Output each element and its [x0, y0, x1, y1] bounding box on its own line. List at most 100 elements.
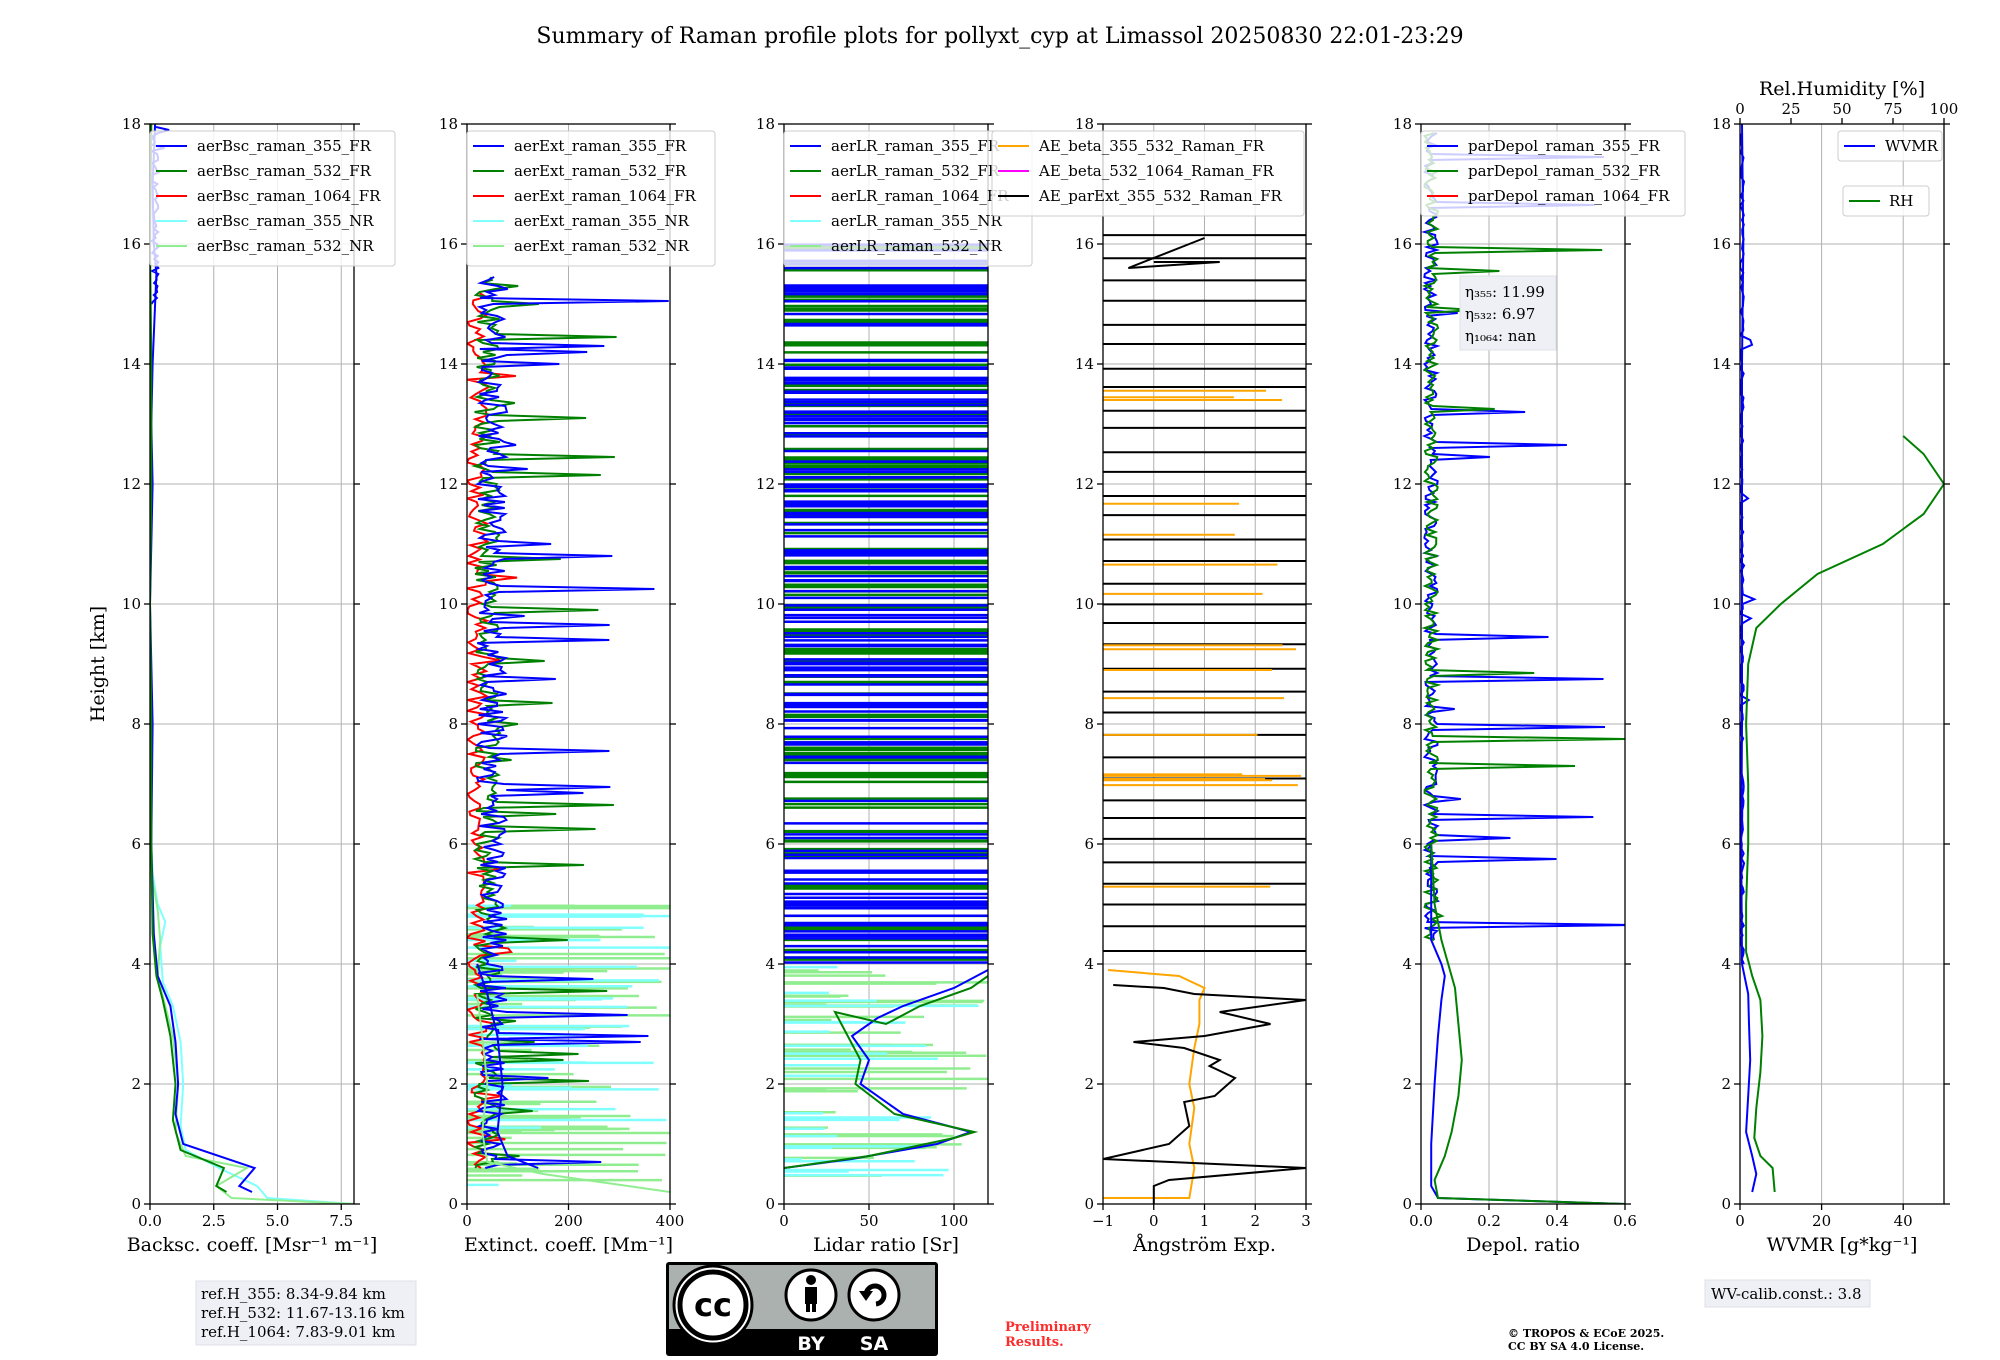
xtick-label: 200 — [554, 1212, 583, 1230]
ytick-label: 6 — [765, 835, 775, 853]
yaxis-label: Height [km] — [87, 606, 109, 722]
legend-label: AE_beta_355_532_Raman_FR — [1038, 137, 1265, 155]
xtick-label: 0.0 — [138, 1212, 162, 1230]
ytick-label: 8 — [1402, 715, 1412, 733]
plot-area — [1103, 234, 1306, 1204]
dep-532-upper-trace — [1421, 132, 1625, 941]
ytick-label: 12 — [756, 475, 775, 493]
xtick-label: −1 — [1092, 1212, 1114, 1230]
ytick-label: 12 — [1393, 475, 1412, 493]
legend-depolarization: parDepol_raman_355_FR parDepol_raman_532_… — [1420, 130, 1686, 217]
ytick-label: 6 — [131, 835, 141, 853]
top-xtick-label: 75 — [1883, 100, 1902, 118]
ytick-label: 0 — [1084, 1195, 1094, 1213]
series-AE_parExt_355_532_Raman_FR — [1103, 984, 1306, 1204]
legend-label: aerLR_raman_532_FR — [831, 162, 1000, 180]
cc-logo-text: cc — [694, 1286, 732, 1324]
ytick-label: 10 — [1393, 595, 1412, 613]
ytick-label: 0 — [1721, 1195, 1731, 1213]
ytick-label: 4 — [765, 955, 775, 973]
cc-by-sa-badge: cc BY SA — [666, 1262, 938, 1356]
ytick-label: 0 — [448, 1195, 458, 1213]
copyright-line-2: CC BY SA 4.0 License. — [1508, 1340, 1644, 1353]
ytick-label: 8 — [448, 715, 458, 733]
ytick-label: 14 — [122, 355, 141, 373]
plot-area — [1740, 124, 1944, 1193]
ytick-label: 4 — [1402, 955, 1412, 973]
ytick-label: 8 — [1721, 715, 1731, 733]
ytick-label: 6 — [1402, 835, 1412, 853]
legend-extinction: aerExt_raman_355_FR aerExt_raman_532_FRae… — [466, 130, 716, 267]
eta-value: η₅₃₂: 6.97 — [1465, 305, 1535, 323]
ytick-label: 10 — [1075, 595, 1094, 613]
ytick-label: 0 — [131, 1195, 141, 1213]
eta-value: η₃₅₅: 11.99 — [1465, 283, 1545, 301]
series-aerBsc_raman_355_FR — [150, 124, 257, 1193]
eta-value: η₁₀₆₄: nan — [1465, 327, 1536, 345]
panel-depolarization: 0 2 4 6 8 10 12 14 16 18 0.0 0.2 0.4 0.6 Depol. ratio p… — [1393, 115, 1686, 1256]
ytick-label: 14 — [1393, 355, 1412, 373]
xtick-label: 0 — [1735, 1212, 1745, 1230]
legend-rh: RH — [1842, 185, 1930, 217]
legend-box — [466, 130, 716, 267]
wv-calib-text: WV-calib.const.: 3.8 — [1711, 1285, 1862, 1303]
ytick-label: 16 — [439, 235, 458, 253]
ytick-label: 0 — [1402, 1195, 1412, 1213]
xtick-label: 0.4 — [1545, 1212, 1569, 1230]
xtick-label: 400 — [656, 1212, 685, 1230]
plot-area — [150, 124, 354, 1204]
legend-box — [991, 130, 1305, 217]
xaxis-label: Extinct. coeff. [Mm⁻¹] — [464, 1234, 673, 1256]
ext-532-nr-lowlayer — [476, 993, 670, 1193]
plot-area — [784, 243, 988, 1177]
legend-box — [1842, 185, 1930, 217]
xtick-label: 0.2 — [1477, 1212, 1501, 1230]
wv-calib-box: WV-calib.const.: 3.8 — [1704, 1279, 1871, 1308]
xtick-label: 7.5 — [329, 1212, 353, 1230]
ytick-label: 2 — [448, 1075, 458, 1093]
lr-532-fr-profile — [784, 975, 988, 1169]
xtick-label: 100 — [940, 1212, 969, 1230]
annotation-box — [1459, 275, 1557, 351]
legend-label: aerBsc_raman_532_FR — [197, 162, 372, 180]
preliminary-label-2: Results. — [1005, 1335, 1064, 1350]
ytick-label: 4 — [1084, 955, 1094, 973]
by-label: BY — [797, 1333, 824, 1355]
series-aerBsc_raman_532_FR — [150, 124, 228, 1193]
legend-label: AE_parExt_355_532_Raman_FR — [1038, 187, 1283, 205]
copyright-line-1: © TROPOS & ECoE 2025. — [1508, 1327, 1664, 1340]
panel-extinction: 0 2 4 6 8 10 12 14 16 18 0 200 400 Extinct. coeff. [M… — [439, 115, 716, 1256]
ytick-label: 2 — [1721, 1075, 1731, 1093]
xaxis-label: Lidar ratio [Sr] — [813, 1234, 959, 1256]
ytick-label: 6 — [448, 835, 458, 853]
ytick-label: 18 — [1393, 115, 1412, 133]
xtick-label: 0 — [1149, 1212, 1159, 1230]
top-xtick-label: 25 — [1781, 100, 1800, 118]
ytick-label: 14 — [1075, 355, 1094, 373]
ref-height-532: ref.H_532: 11.67-13.16 km — [201, 1304, 405, 1322]
top-xtick-label: 100 — [1930, 100, 1959, 118]
ytick-label: 18 — [1712, 115, 1731, 133]
ytick-label: 12 — [122, 475, 141, 493]
ytick-label: 8 — [765, 715, 775, 733]
ytick-label: 6 — [1084, 835, 1094, 853]
legend-box — [1837, 130, 1943, 162]
series-parDepol_raman_532_FR — [1430, 843, 1625, 1204]
xtick-label: 0 — [779, 1212, 789, 1230]
ytick-label: 8 — [131, 715, 141, 733]
ytick-label: 2 — [1084, 1075, 1094, 1093]
ytick-label: 6 — [1721, 835, 1731, 853]
ytick-label: 16 — [756, 235, 775, 253]
ytick-label: 14 — [439, 355, 458, 373]
ae-parext-upper — [1128, 237, 1220, 269]
top-xaxis-label: Rel.Humidity [%] — [1759, 78, 1925, 100]
ytick-label: 4 — [448, 955, 458, 973]
xtick-label: 0.0 — [1409, 1212, 1433, 1230]
ytick-label: 14 — [756, 355, 775, 373]
legend-label: aerBsc_raman_355_FR — [197, 137, 372, 155]
legend-wvmr: WVMR — [1837, 130, 1943, 162]
ytick-label: 2 — [765, 1075, 775, 1093]
ytick-label: 0 — [765, 1195, 775, 1213]
